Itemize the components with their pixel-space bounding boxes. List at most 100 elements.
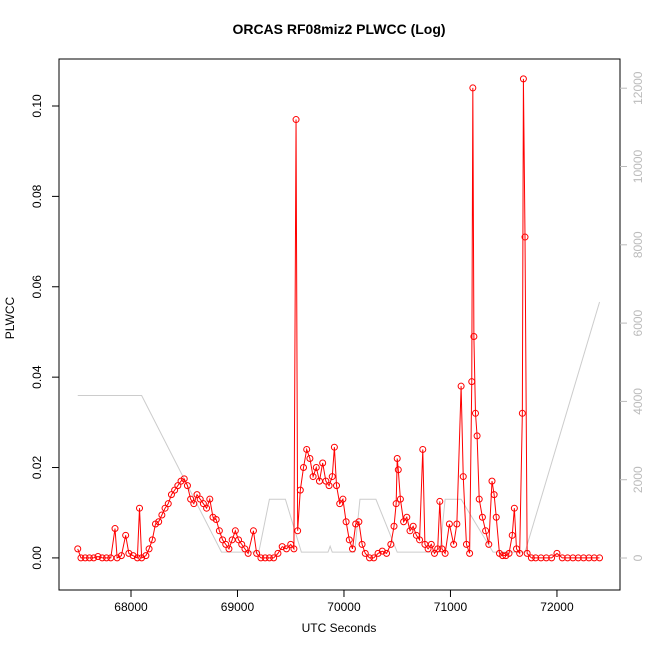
data-point xyxy=(580,554,588,562)
data-point xyxy=(383,549,391,557)
data-point xyxy=(355,518,363,526)
data-point xyxy=(516,549,524,557)
data-point xyxy=(505,549,513,557)
data-point xyxy=(468,378,476,386)
data-point xyxy=(499,552,507,560)
data-point xyxy=(521,233,529,241)
y2-tick-label: 10000 xyxy=(631,149,645,183)
data-point xyxy=(145,545,153,553)
data-point xyxy=(274,549,282,557)
y-tick-label: 0.06 xyxy=(30,275,44,299)
y-tick-label: 0.08 xyxy=(30,184,44,208)
data-point xyxy=(488,477,496,485)
data-point xyxy=(475,495,483,503)
data-point xyxy=(187,495,195,503)
data-point xyxy=(469,84,477,92)
data-point xyxy=(387,540,395,548)
chart-title: ORCAS RF08miz2 PLWCC (Log) xyxy=(232,21,445,37)
data-point xyxy=(527,554,535,562)
data-point xyxy=(158,511,166,519)
data-point xyxy=(98,554,106,562)
data-point xyxy=(445,520,453,528)
data-point xyxy=(117,552,125,560)
data-point xyxy=(180,475,188,483)
data-point xyxy=(167,491,175,499)
data-point xyxy=(466,549,474,557)
y2-tick-label: 0 xyxy=(631,554,645,561)
data-point xyxy=(438,545,446,553)
data-point xyxy=(518,409,526,417)
data-point xyxy=(558,554,566,562)
y-tick-label: 0.04 xyxy=(30,365,44,389)
data-point xyxy=(378,547,386,555)
data-point xyxy=(412,531,420,539)
data-point xyxy=(196,495,204,503)
data-point xyxy=(81,554,89,562)
data-point xyxy=(490,491,498,499)
data-point xyxy=(553,549,561,557)
y2-tick-label: 6000 xyxy=(631,309,645,336)
data-point xyxy=(374,549,382,557)
data-point xyxy=(396,495,404,503)
data-point xyxy=(393,454,401,462)
data-point xyxy=(358,540,366,548)
data-point xyxy=(482,527,490,535)
data-point xyxy=(330,443,338,451)
data-point xyxy=(370,554,378,562)
data-point xyxy=(328,473,336,481)
data-point xyxy=(430,549,438,557)
data-point xyxy=(90,554,98,562)
data-point xyxy=(342,518,350,526)
x-tick-label: 70000 xyxy=(327,600,361,614)
data-point xyxy=(590,554,598,562)
data-point xyxy=(249,527,257,535)
data-point xyxy=(231,527,239,535)
data-point xyxy=(471,409,479,417)
y2-tick-label: 12000 xyxy=(631,71,645,105)
data-point xyxy=(235,536,243,544)
data-point xyxy=(238,540,246,548)
data-point xyxy=(459,473,467,481)
data-point xyxy=(292,116,300,124)
series-line xyxy=(77,78,600,559)
data-point xyxy=(253,549,261,557)
data-point xyxy=(161,504,169,512)
data-point xyxy=(537,554,545,562)
data-point xyxy=(596,554,604,562)
data-point xyxy=(125,549,133,557)
data-point xyxy=(142,552,150,560)
data-point xyxy=(548,554,556,562)
data-point xyxy=(427,540,435,548)
data-point xyxy=(523,549,531,557)
data-point xyxy=(85,554,93,562)
data-point xyxy=(122,531,130,539)
data-point xyxy=(333,482,341,490)
data-point xyxy=(261,554,269,562)
data-point xyxy=(436,497,444,505)
plot-box xyxy=(58,58,621,591)
x-axis-label: UTC Seconds xyxy=(302,621,377,635)
x-tick-label: 69000 xyxy=(221,600,255,614)
y-tick-label: 0.10 xyxy=(30,94,44,118)
data-point xyxy=(312,464,320,472)
data-point xyxy=(190,500,198,508)
data-point xyxy=(510,504,518,512)
data-point xyxy=(512,545,520,553)
data-point xyxy=(441,549,449,557)
data-point xyxy=(265,554,273,562)
data-point xyxy=(339,495,347,503)
data-point xyxy=(462,540,470,548)
x-tick-label: 68000 xyxy=(114,600,148,614)
data-point xyxy=(416,536,424,544)
data-point xyxy=(206,495,214,503)
data-point xyxy=(138,554,146,562)
data-point xyxy=(345,536,353,544)
series-line xyxy=(77,301,601,553)
data-point xyxy=(322,477,330,485)
data-point xyxy=(366,554,374,562)
data-point xyxy=(478,513,486,521)
data-point xyxy=(542,554,550,562)
data-point xyxy=(485,540,493,548)
y2-tick-label: 2000 xyxy=(631,466,645,493)
